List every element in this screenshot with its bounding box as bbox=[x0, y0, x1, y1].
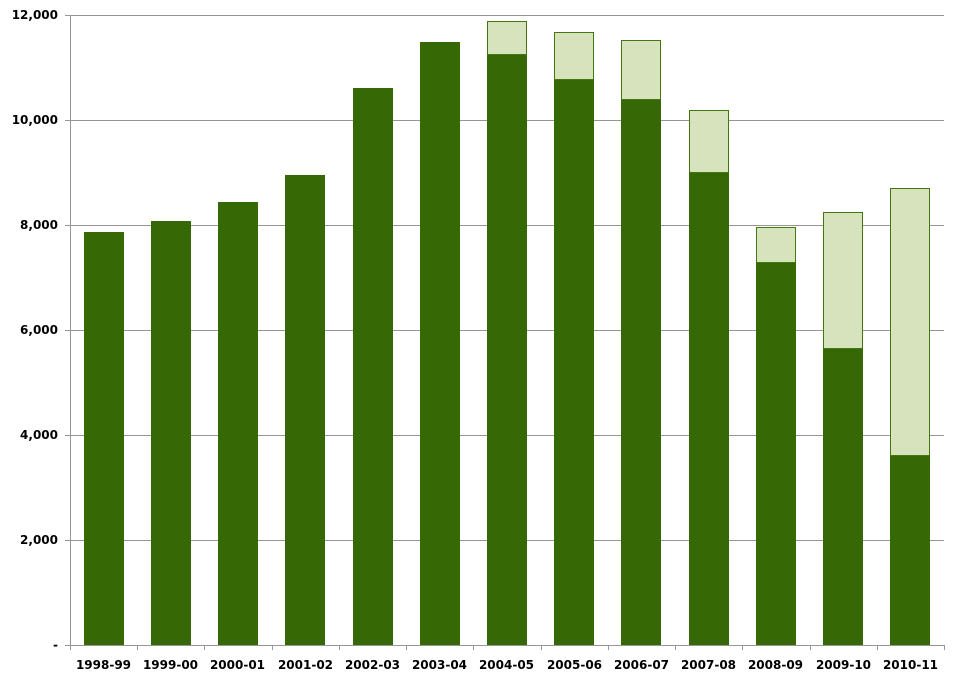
x-axis-tick bbox=[742, 645, 743, 650]
bar-segment-series1 bbox=[487, 55, 527, 645]
x-axis-tick bbox=[473, 645, 474, 650]
y-axis-tick bbox=[65, 120, 70, 121]
bar-segment-series1 bbox=[756, 263, 796, 645]
x-axis-category-label: 2004-05 bbox=[478, 658, 535, 672]
x-axis-category-label: 2003-04 bbox=[411, 658, 468, 672]
y-axis-tick bbox=[65, 540, 70, 541]
x-axis-category-label: 2009-10 bbox=[815, 658, 872, 672]
y-axis-tick-label: 6,000 bbox=[20, 323, 58, 337]
x-axis-tick bbox=[406, 645, 407, 650]
x-axis-category-label: 2010-11 bbox=[882, 658, 939, 672]
bar-segment-series1 bbox=[84, 232, 124, 645]
y-axis-tick bbox=[65, 645, 70, 646]
y-axis-tick-label: 8,000 bbox=[20, 218, 58, 232]
bar-segment-series1 bbox=[285, 175, 325, 645]
x-axis-category-label: 1998-99 bbox=[75, 658, 132, 672]
x-axis-tick bbox=[204, 645, 205, 650]
y-axis-tick bbox=[65, 330, 70, 331]
x-axis-tick bbox=[608, 645, 609, 650]
x-axis-line bbox=[70, 645, 944, 646]
bar-segment-series1 bbox=[621, 100, 661, 645]
x-axis-category-label: 2006-07 bbox=[613, 658, 670, 672]
bar-segment-series1 bbox=[218, 202, 258, 645]
x-axis-category-label: 1999-00 bbox=[142, 658, 199, 672]
bar-segment-series2 bbox=[554, 32, 594, 80]
y-axis-tick-label: 4,000 bbox=[20, 428, 58, 442]
y-axis-tick-label: 2,000 bbox=[20, 533, 58, 547]
bar-segment-series2 bbox=[487, 21, 527, 55]
x-axis-category-label: 2000-01 bbox=[209, 658, 266, 672]
x-axis-tick bbox=[137, 645, 138, 650]
bar-segment-series1 bbox=[689, 173, 729, 645]
bar-segment-series2 bbox=[689, 110, 729, 173]
y-axis-tick bbox=[65, 225, 70, 226]
y-axis-tick-label: - bbox=[53, 638, 58, 652]
x-axis-tick bbox=[70, 645, 71, 650]
gridline bbox=[70, 15, 944, 16]
x-axis-category-label: 2002-03 bbox=[344, 658, 401, 672]
x-axis-category-label: 2005-06 bbox=[546, 658, 603, 672]
x-axis-tick bbox=[541, 645, 542, 650]
bar-segment-series2 bbox=[621, 40, 661, 100]
x-axis-category-label: 2007-08 bbox=[680, 658, 737, 672]
x-axis-tick bbox=[877, 645, 878, 650]
bar-segment-series2 bbox=[890, 188, 930, 456]
x-axis-tick bbox=[339, 645, 340, 650]
y-axis-line bbox=[70, 15, 71, 645]
x-axis-category-label: 2008-09 bbox=[747, 658, 804, 672]
y-axis-tick bbox=[65, 435, 70, 436]
y-axis-tick bbox=[65, 15, 70, 16]
x-axis-tick bbox=[944, 645, 945, 650]
x-axis-tick bbox=[675, 645, 676, 650]
bar-segment-series1 bbox=[823, 349, 863, 645]
bar-segment-series1 bbox=[554, 80, 594, 645]
bar-segment-series1 bbox=[420, 42, 460, 645]
x-axis-category-label: 2001-02 bbox=[277, 658, 334, 672]
y-axis-tick-label: 12,000 bbox=[11, 8, 58, 22]
bar-segment-series2 bbox=[823, 212, 863, 349]
bar-segment-series1 bbox=[353, 88, 393, 645]
bar-segment-series1 bbox=[151, 221, 191, 645]
bar-segment-series2 bbox=[756, 227, 796, 263]
x-axis-tick bbox=[810, 645, 811, 650]
x-axis-tick bbox=[272, 645, 273, 650]
bar-segment-series1 bbox=[890, 456, 930, 645]
y-axis-tick-label: 10,000 bbox=[11, 113, 58, 127]
